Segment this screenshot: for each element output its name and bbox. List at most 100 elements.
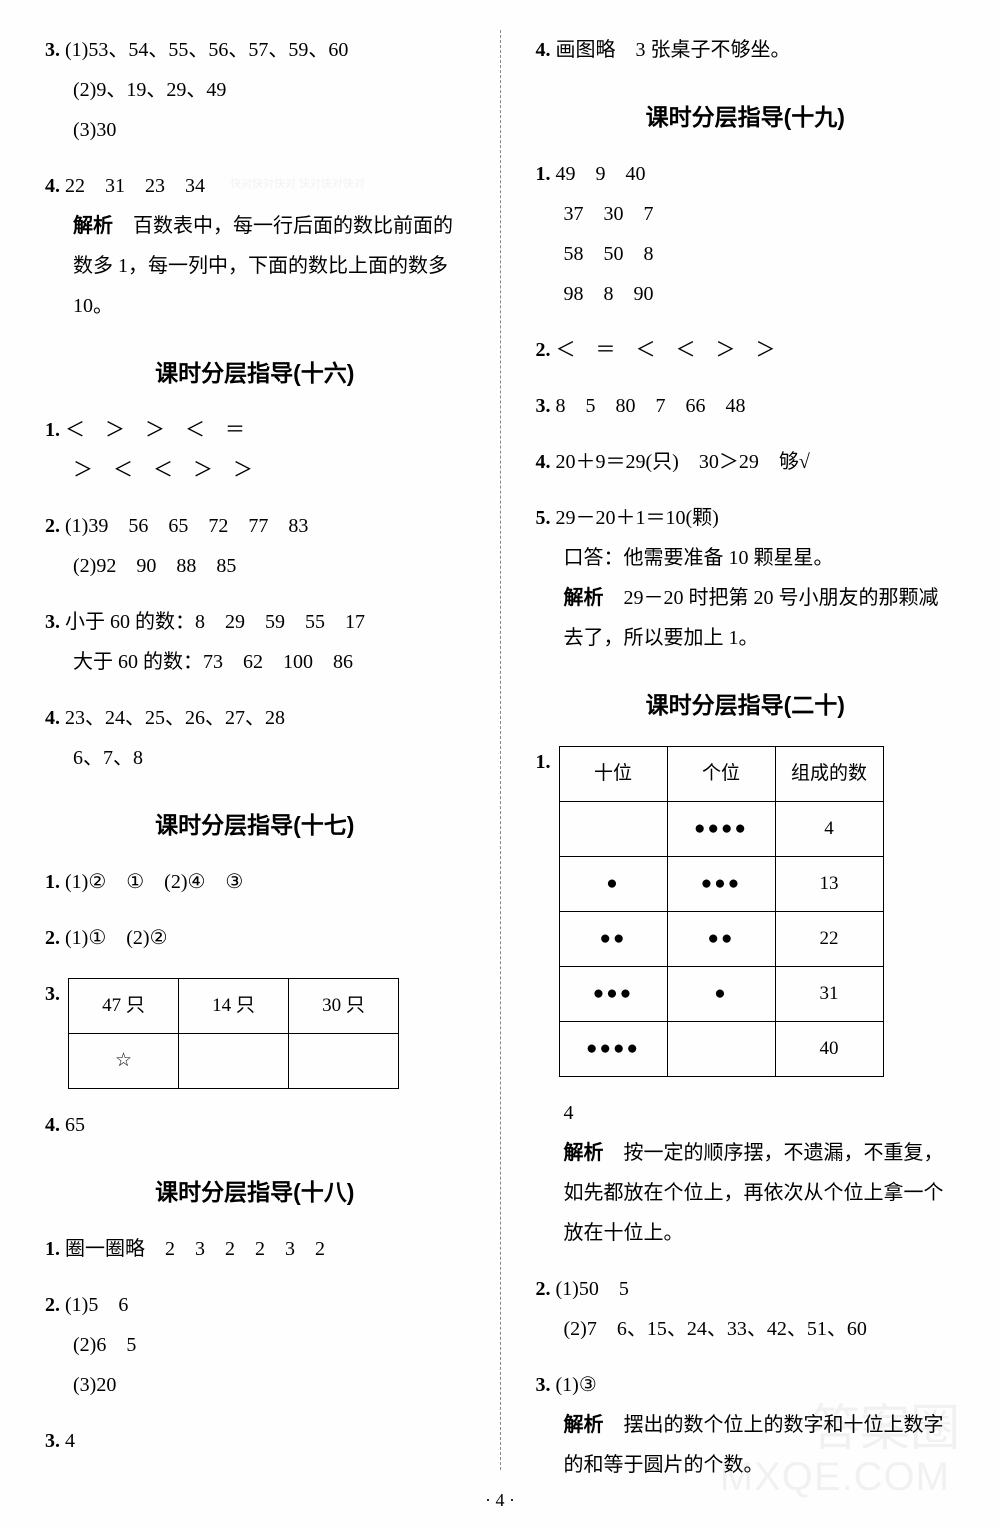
text: ＞ ＜ ＜ ＞ ＞ bbox=[45, 450, 465, 490]
s19-q3: 3. 8 5 80 7 66 48 bbox=[536, 386, 956, 426]
text: (2)92 90 88 85 bbox=[45, 546, 465, 586]
q4-analysis: 解析 百数表中，每一行后面的数比前面的数多 1，每一列中，下面的数比上面的数多 … bbox=[45, 206, 465, 326]
s17-q4: 4. 65 bbox=[45, 1105, 465, 1145]
item-number: 2. bbox=[536, 339, 551, 361]
column-divider bbox=[500, 30, 501, 1470]
cell: ●● bbox=[559, 912, 667, 967]
page-footer: · 4 · bbox=[30, 1490, 970, 1511]
s18-q3: 3. 4 bbox=[45, 1421, 465, 1461]
item-number: 2. bbox=[45, 515, 60, 537]
item-number: 5. bbox=[536, 507, 551, 529]
analysis-label: 解析 bbox=[73, 215, 113, 237]
text: 23、24、25、26、27、28 bbox=[65, 707, 285, 729]
item-number: 1. bbox=[536, 742, 551, 782]
cell bbox=[179, 1034, 289, 1089]
item-number: 3. bbox=[536, 1374, 551, 1396]
s20-q3: 3. (1)③ 解析 摆出的数个位上的数字和十位上数字的和等于圆片的个数。 bbox=[536, 1365, 956, 1485]
item-number: 4. bbox=[45, 707, 60, 729]
item-number: 3. bbox=[45, 39, 60, 61]
analysis-text: 按一定的顺序摆，不遗漏，不重复，如先都放在个位上，再依次从个位上拿一个放在十位上… bbox=[564, 1142, 944, 1244]
text: (2)7 6、15、24、33、42、51、60 bbox=[536, 1309, 956, 1349]
analysis-text: 29－20 时把第 20 号小朋友的那颗减去了，所以要加上 1。 bbox=[564, 587, 939, 649]
s17-q2: 2. (1)① (2)② bbox=[45, 918, 465, 958]
analysis: 解析 摆出的数个位上的数字和十位上数字的和等于圆片的个数。 bbox=[536, 1405, 956, 1485]
s16-q4: 4. 23、24、25、26、27、28 6、7、8 bbox=[45, 698, 465, 778]
section-20-title: 课时分层指导(二十) bbox=[536, 686, 956, 720]
analysis: 解析 按一定的顺序摆，不遗漏，不重复，如先都放在个位上，再依次从个位上拿一个放在… bbox=[536, 1133, 956, 1253]
item-number: 1. bbox=[45, 419, 60, 441]
header: 十位 bbox=[559, 747, 667, 802]
text: 37 30 7 bbox=[536, 194, 956, 234]
cell: ●● bbox=[667, 912, 775, 967]
item-number: 4. bbox=[536, 39, 551, 61]
q3-l2: (2)9、19、29、49 bbox=[45, 70, 465, 110]
item-number: 4. bbox=[45, 1114, 60, 1136]
section-16-title: 课时分层指导(十六) bbox=[45, 354, 465, 388]
cell: 47 只 bbox=[69, 979, 179, 1034]
s16-q2: 2. (1)39 56 65 72 77 83 (2)92 90 88 85 bbox=[45, 506, 465, 586]
cell bbox=[289, 1034, 399, 1089]
right-column: 4. 画图略 3 张桌子不够坐。 课时分层指导(十九) 1. 49 9 40 3… bbox=[521, 30, 971, 1480]
text: (3)20 bbox=[45, 1365, 465, 1405]
item-number: 4. bbox=[536, 451, 551, 473]
text: (1)③ bbox=[556, 1374, 597, 1396]
s18-q2: 2. (1)5 6 (2)6 5 (3)20 bbox=[45, 1285, 465, 1405]
section-18-title: 课时分层指导(十八) bbox=[45, 1173, 465, 1207]
r-q4: 4. 画图略 3 张桌子不够坐。 bbox=[536, 30, 956, 70]
cell: 14 只 bbox=[179, 979, 289, 1034]
cell: 4 bbox=[775, 802, 883, 857]
text: ＜ ＞ ＞ ＜ ＝ bbox=[65, 419, 245, 441]
item-number: 1. bbox=[45, 1238, 60, 1260]
s16-q1: 1. ＜ ＞ ＞ ＜ ＝ ＞ ＜ ＜ ＞ ＞ bbox=[45, 410, 465, 490]
text: 画图略 3 张桌子不够坐。 bbox=[556, 39, 791, 61]
header: 个位 bbox=[667, 747, 775, 802]
s17-q3: 3. 47 只 14 只 30 只 ☆ bbox=[45, 974, 465, 1089]
cell: 40 bbox=[775, 1022, 883, 1077]
analysis-label: 解析 bbox=[564, 1142, 604, 1164]
q4: 4. 22 31 23 34 解析 百数表中，每一行后面的数比前面的数多 1，每… bbox=[45, 166, 465, 326]
text: 65 bbox=[65, 1114, 85, 1136]
item-number: 1. bbox=[536, 163, 551, 185]
text: 小于 60 的数：8 29 59 55 17 bbox=[65, 611, 365, 633]
text: (1)② ① (2)④ ③ bbox=[65, 871, 243, 893]
item-number: 2. bbox=[45, 1294, 60, 1316]
item-number: 3. bbox=[45, 611, 60, 633]
s19-q2: 2. ＜ ＝ ＜ ＜ ＞ ＞ bbox=[536, 330, 956, 370]
text: 58 50 8 bbox=[536, 234, 956, 274]
cell: ● bbox=[559, 857, 667, 912]
cell: ●●● bbox=[667, 857, 775, 912]
s17-table: 47 只 14 只 30 只 ☆ bbox=[68, 978, 399, 1089]
q3: 3. (1)53、54、55、56、57、59、60 (2)9、19、29、49… bbox=[45, 30, 465, 150]
two-column-layout: 3. (1)53、54、55、56、57、59、60 (2)9、19、29、49… bbox=[30, 30, 970, 1480]
analysis-text: 百数表中，每一行后面的数比前面的数多 1，每一列中，下面的数比上面的数多 10。 bbox=[73, 215, 453, 317]
cell: 30 只 bbox=[289, 979, 399, 1034]
s20-table: 十位 个位 组成的数 ●●●●4 ●●●●13 ●●●●22 ●●●●31 ●●… bbox=[559, 746, 884, 1077]
text: 4 bbox=[65, 1430, 75, 1452]
text: 圈一圈略 2 3 2 2 3 2 bbox=[65, 1238, 325, 1260]
section-17-title: 课时分层指导(十七) bbox=[45, 806, 465, 840]
q3-l1: (1)53、54、55、56、57、59、60 bbox=[65, 39, 348, 61]
cell: 22 bbox=[775, 912, 883, 967]
q4-values: 22 31 23 34 bbox=[65, 175, 205, 197]
cell: 13 bbox=[775, 857, 883, 912]
text: 4 bbox=[536, 1093, 956, 1133]
cell: ☆ bbox=[69, 1034, 179, 1089]
s19-q1: 1. 49 9 40 37 30 7 58 50 8 98 8 90 bbox=[536, 154, 956, 314]
text: (2)6 5 bbox=[45, 1325, 465, 1365]
text: 6、7、8 bbox=[45, 738, 465, 778]
item-number: 4. bbox=[45, 175, 60, 197]
s20-q1-after: 4 解析 按一定的顺序摆，不遗漏，不重复，如先都放在个位上，再依次从个位上拿一个… bbox=[536, 1093, 956, 1253]
analysis-text: 摆出的数个位上的数字和十位上数字的和等于圆片的个数。 bbox=[564, 1414, 944, 1476]
cell: ●●●● bbox=[667, 802, 775, 857]
left-column: 3. (1)53、54、55、56、57、59、60 (2)9、19、29、49… bbox=[30, 30, 480, 1480]
item-number: 1. bbox=[45, 871, 60, 893]
cell: ●●● bbox=[559, 967, 667, 1022]
text: 8 5 80 7 66 48 bbox=[556, 395, 746, 417]
q3-l3: (3)30 bbox=[45, 110, 465, 150]
cell bbox=[667, 1022, 775, 1077]
cell: 31 bbox=[775, 967, 883, 1022]
s20-q1: 1. 十位 个位 组成的数 ●●●●4 ●●●●13 ●●●●22 ●●●●31… bbox=[536, 742, 956, 1077]
header: 组成的数 bbox=[775, 747, 883, 802]
cell: ● bbox=[667, 967, 775, 1022]
s16-q3: 3. 小于 60 的数：8 29 59 55 17 大于 60 的数：73 62… bbox=[45, 602, 465, 682]
